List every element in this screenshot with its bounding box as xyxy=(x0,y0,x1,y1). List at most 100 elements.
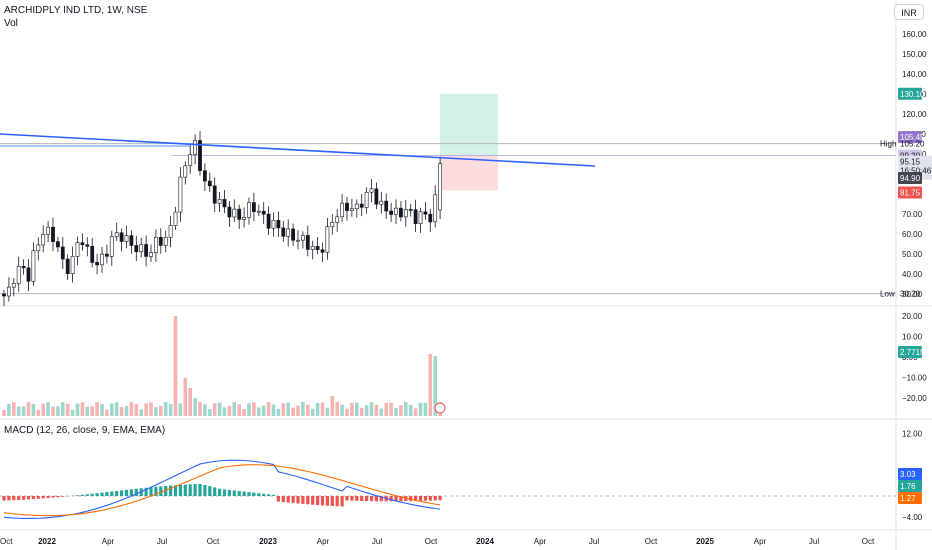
time-tick: Jul xyxy=(372,537,382,546)
price-tick: 120.00 xyxy=(902,110,927,119)
volume-tick: 10.00 xyxy=(902,333,923,342)
volume-bar xyxy=(374,404,379,416)
low-value: 30.20 xyxy=(900,290,921,299)
candle xyxy=(281,227,286,237)
candle xyxy=(183,165,188,178)
candle xyxy=(305,235,310,250)
macd-hist-bar xyxy=(12,496,16,501)
currency-button[interactable]: INR xyxy=(894,4,924,20)
candle xyxy=(21,266,26,269)
volume-bar xyxy=(237,404,241,416)
macd-hist-bar xyxy=(222,489,227,496)
macd-hist-bar xyxy=(345,496,349,501)
macd-hist-bar xyxy=(418,496,423,501)
volume-indicator-label[interactable]: Vol xyxy=(4,18,18,29)
candle xyxy=(119,232,124,242)
volume-bar xyxy=(144,403,148,416)
macd-hist-bar xyxy=(276,496,280,502)
candle xyxy=(286,228,291,237)
candle xyxy=(188,154,193,167)
macd-hist-bar xyxy=(286,496,290,503)
candle xyxy=(247,202,251,218)
macd-hist-bar xyxy=(198,483,202,496)
candle xyxy=(105,253,109,257)
candle xyxy=(109,236,114,257)
volume-bar xyxy=(266,402,271,416)
symbol-title[interactable]: ARCHIDPLY IND LTD, 1W, NSE xyxy=(4,5,148,16)
signal-line xyxy=(3,464,441,517)
time-tick: 2025 xyxy=(696,537,714,546)
volume-bar xyxy=(394,407,398,416)
macd-tick: −4.00 xyxy=(902,513,923,522)
volume-bar xyxy=(163,402,168,416)
volume-bar xyxy=(413,408,418,416)
macd-hist-bar xyxy=(178,484,182,496)
target-price-tag: 130.10 xyxy=(900,90,925,99)
price-tick: 150.00 xyxy=(902,50,927,59)
volume-bar xyxy=(110,403,114,416)
macd-hist-bar xyxy=(115,490,119,496)
candle xyxy=(203,170,207,182)
macd-hist-bar xyxy=(423,496,427,501)
candle xyxy=(354,203,359,210)
macd-hist-bar xyxy=(325,496,329,506)
candle xyxy=(193,140,198,155)
price-tick: 70.00 xyxy=(902,210,923,219)
signal-value-tag: 1.76 xyxy=(900,482,916,491)
target-price-tag-bg xyxy=(898,87,922,100)
time-tick: 2024 xyxy=(476,537,494,546)
time-tick: 2023 xyxy=(259,537,277,546)
volume-bar xyxy=(222,407,227,416)
macd-hist-bar xyxy=(365,496,369,502)
macd-hist-bar xyxy=(316,496,320,506)
candle xyxy=(340,202,345,218)
volume-bar xyxy=(183,378,188,416)
macd-hist-bar xyxy=(173,485,178,496)
volume-bar xyxy=(232,402,237,416)
volume-bar xyxy=(80,402,85,416)
price-tick: 50.00 xyxy=(902,250,923,259)
candle xyxy=(364,191,369,208)
macd-hist-bar xyxy=(110,491,114,496)
macd-hist-bar xyxy=(428,496,432,501)
candle xyxy=(276,219,281,229)
time-tick: Apr xyxy=(754,537,767,546)
candle xyxy=(296,239,300,242)
candle xyxy=(134,245,139,253)
candles-group xyxy=(2,131,443,306)
volume-bar xyxy=(168,404,173,416)
volume-bar xyxy=(105,409,109,416)
macd-hist-bar xyxy=(164,485,168,496)
macd-hist-bar xyxy=(340,496,344,507)
high-line-value: 105.20 xyxy=(900,140,925,149)
macd-hist-bar xyxy=(379,496,383,502)
macd-hist-bar xyxy=(208,486,212,496)
volume-tick: −10.00 xyxy=(902,374,927,383)
earnings-icon xyxy=(434,402,446,414)
volume-bar xyxy=(355,402,359,416)
macd-hist-bar xyxy=(409,496,413,502)
macd-indicator-label[interactable]: MACD (12, 26, close, 9, EMA, EMA) xyxy=(4,425,166,436)
volume-bar xyxy=(247,403,251,416)
volume-bar xyxy=(399,405,403,416)
candle xyxy=(232,208,237,218)
macd-hist-bar xyxy=(438,496,442,501)
candle xyxy=(374,188,379,205)
candle xyxy=(154,236,158,253)
volume-bar xyxy=(276,408,281,416)
time-tick: Jul xyxy=(589,537,599,546)
volume-bar xyxy=(61,402,65,416)
candle xyxy=(173,211,178,226)
macd-hist-bar xyxy=(31,496,35,500)
volume-bar xyxy=(306,404,310,416)
macd-hist-bar xyxy=(56,496,60,498)
macd-hist-bar xyxy=(301,496,305,504)
volume-bar xyxy=(281,403,286,416)
macd-hist-bar xyxy=(149,487,153,496)
target-zone xyxy=(440,93,498,156)
candle xyxy=(198,140,202,171)
candle xyxy=(222,199,227,208)
candle xyxy=(60,246,65,260)
